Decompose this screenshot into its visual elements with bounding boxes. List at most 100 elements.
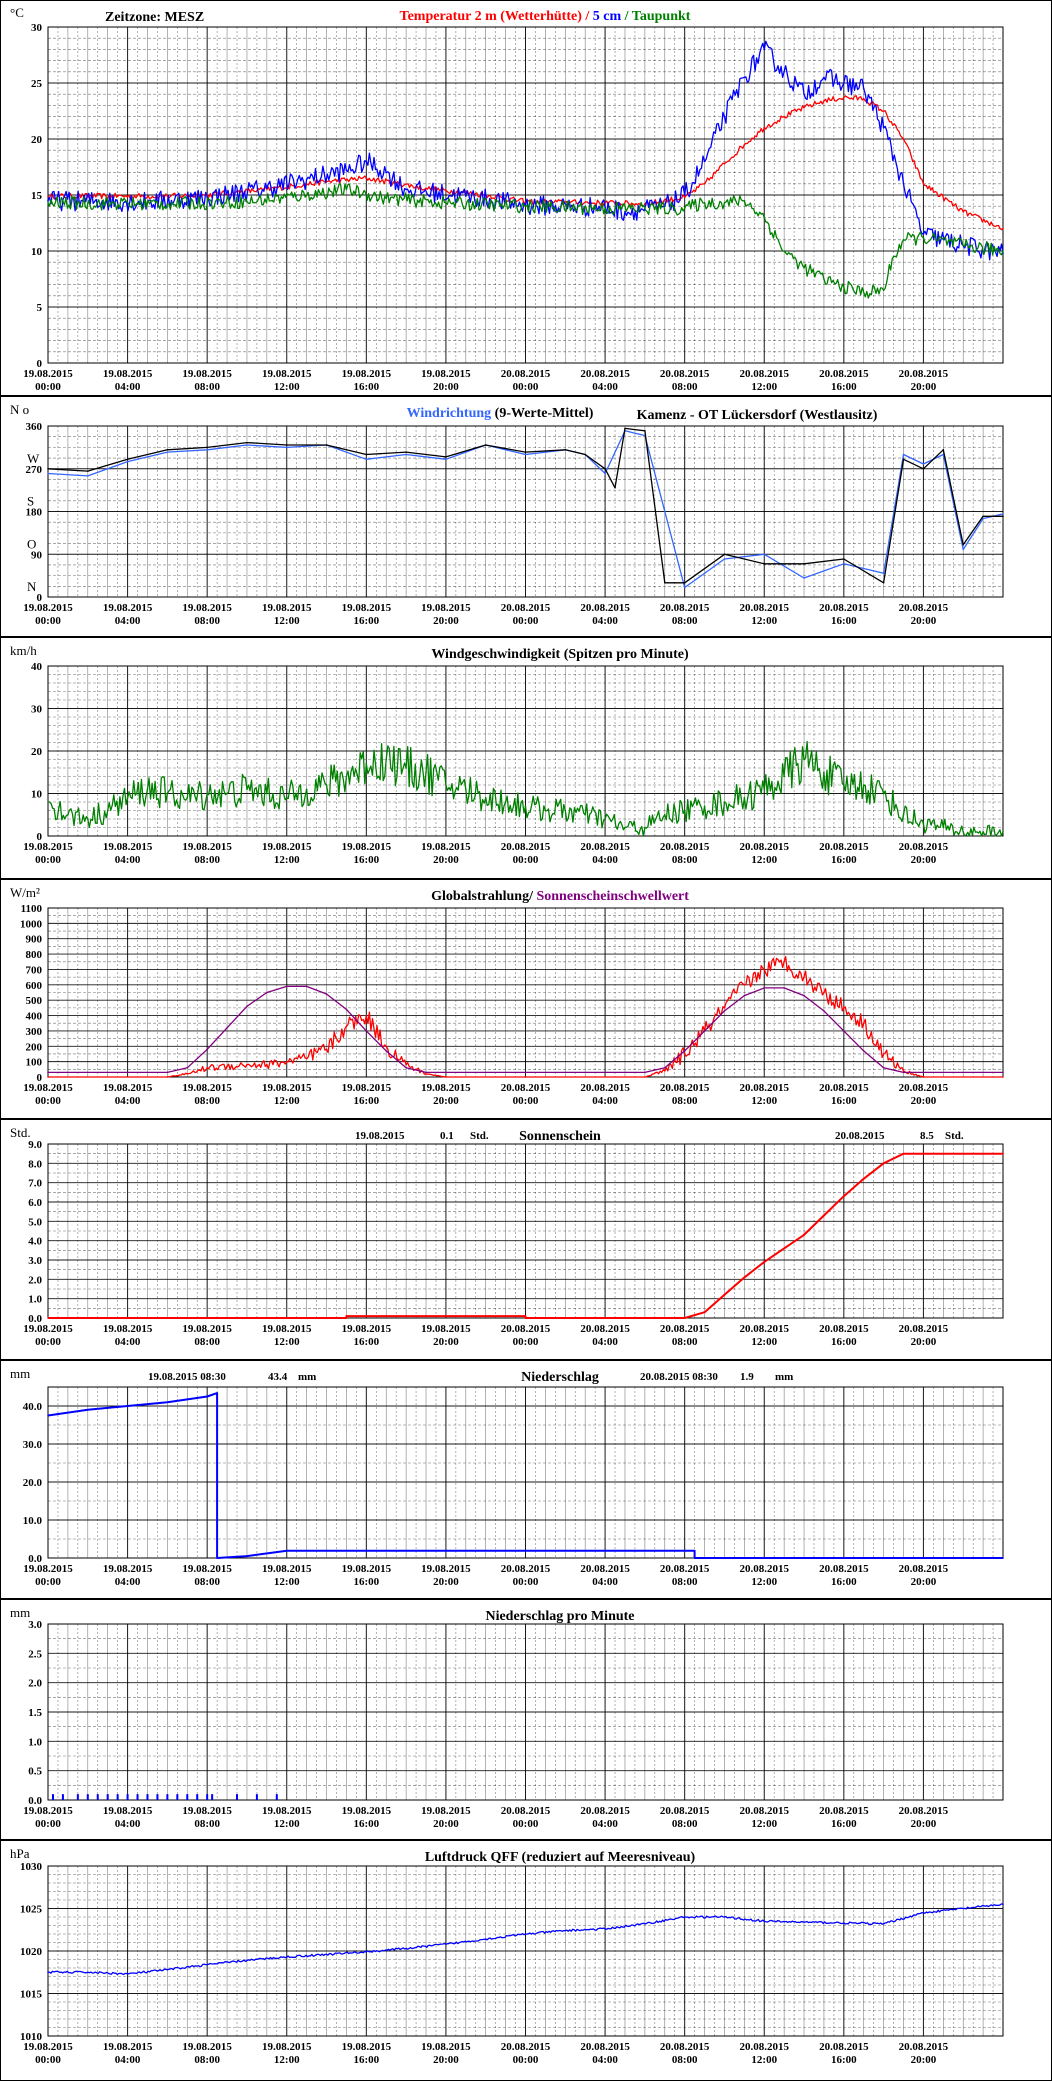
data-point	[962, 543, 965, 546]
data-point	[365, 453, 368, 456]
x-tick-time: 08:00	[194, 1095, 220, 1107]
bar	[255, 1794, 258, 1800]
data-point	[862, 291, 865, 294]
series-line	[48, 985, 1003, 1074]
x-tick-date: 20.08.2015	[899, 368, 949, 380]
data-point	[723, 1294, 726, 1296]
chart-title-part: Niederschlag	[521, 1370, 599, 1385]
data-point	[902, 1070, 905, 1072]
data-point	[504, 801, 507, 803]
series-windgeschwindigkeit	[47, 741, 1004, 837]
y-tick-label: 15	[31, 190, 43, 202]
x-tick-date: 19.08.2015	[103, 841, 153, 853]
x-tick-time: 04:00	[115, 854, 141, 866]
x-tick-time: 12:00	[751, 615, 777, 627]
y-tick-label: 30	[31, 22, 43, 34]
data-point	[922, 233, 925, 235]
x-tick-date: 20.08.2015	[501, 1805, 551, 1817]
data-point	[683, 809, 686, 812]
data-point	[47, 1076, 49, 1078]
data-point	[285, 1549, 288, 1552]
x-tick-date: 20.08.2015	[580, 841, 630, 853]
data-point	[484, 444, 487, 446]
x-tick-date: 20.08.2015	[899, 1082, 949, 1094]
x-tick-time: 08:00	[194, 381, 220, 393]
grid	[48, 1386, 1003, 1559]
data-point	[882, 572, 885, 575]
x-tick-time: 20:00	[433, 2054, 459, 2066]
x-tick-date: 20.08.2015	[580, 1563, 630, 1575]
data-point	[345, 1315, 348, 1317]
data-point	[524, 1317, 527, 1319]
y-tick-label: 30.0	[23, 1439, 43, 1451]
y-tick-label: 0.0	[28, 1313, 42, 1325]
chart-title-part: Globalstrahlung/	[431, 889, 536, 904]
data-point	[86, 818, 89, 820]
chart-title-part: Taupunkt	[632, 9, 691, 24]
data-point	[783, 115, 785, 118]
data-point	[882, 1162, 885, 1165]
data-point	[763, 127, 766, 129]
data-point	[743, 1276, 746, 1279]
data-point	[902, 458, 905, 461]
x-tick-date: 19.08.2015	[23, 368, 73, 380]
y-tick-label: 400	[26, 1011, 43, 1023]
data-point	[683, 1050, 686, 1052]
series-niederschlag	[47, 1392, 1004, 1559]
x-tick-time: 00:00	[513, 1095, 539, 1107]
data-point	[385, 758, 388, 761]
data-point	[365, 1951, 368, 1953]
data-point	[882, 1066, 885, 1069]
x-tick-time: 04:00	[592, 1576, 618, 1588]
data-point	[882, 1923, 885, 1925]
data-point	[365, 160, 368, 163]
data-point	[723, 162, 726, 165]
data-point	[644, 1076, 646, 1078]
y-tick-label: 1030	[20, 1861, 43, 1873]
data-point	[743, 76, 746, 79]
x-tick-time: 08:00	[672, 2054, 698, 2066]
panel-temperature: 051015202530°C19.08.201500:0019.08.20150…	[0, 5, 1052, 397]
bar	[61, 1794, 64, 1800]
x-tick-date: 19.08.2015	[262, 2041, 312, 2053]
data-point	[206, 446, 208, 449]
data-point	[1002, 515, 1004, 518]
x-tick-time: 20:00	[911, 1818, 937, 1830]
y-tick-label: 1000	[20, 918, 43, 930]
x-tick-time: 08:00	[194, 1336, 220, 1348]
data-point	[922, 183, 925, 185]
data-point	[604, 1928, 606, 1930]
x-tick-time: 12:00	[274, 615, 300, 627]
info-left-unit: Std.	[470, 1130, 489, 1142]
x-tick-time: 12:00	[274, 2054, 300, 2066]
data-point	[703, 1030, 706, 1032]
x-tick-time: 08:00	[672, 1095, 698, 1107]
unit-label: Std.	[10, 1125, 31, 1140]
data-point	[922, 463, 925, 465]
x-tick-time: 16:00	[353, 854, 379, 866]
x-tick-time: 08:00	[194, 615, 220, 627]
chart-title-part: 5 cm	[593, 9, 622, 24]
data-point	[683, 581, 686, 584]
x-tick-date: 19.08.2015	[23, 841, 73, 853]
x-tick-time: 16:00	[353, 1818, 379, 1830]
compass-label: W	[27, 451, 40, 466]
data-point	[843, 1007, 845, 1009]
panel-sunshine: 0.01.02.03.04.05.06.07.08.09.0Std.19.08.…	[0, 1125, 1052, 1361]
data-point	[266, 187, 268, 190]
panel-pressure: 10101015102010251030hPa19.08.201500:0019…	[10, 1846, 1004, 2066]
data-point	[425, 1073, 427, 1075]
data-point	[445, 1076, 447, 1078]
y-tick-label: 200	[26, 1041, 43, 1053]
chart-title: Globalstrahlung/ Sonnenscheinschwellwert	[431, 889, 689, 904]
x-tick-time: 04:00	[115, 381, 141, 393]
x-tick-time: 16:00	[831, 1818, 857, 1830]
x-tick-time: 00:00	[35, 1095, 61, 1107]
data-point	[803, 758, 805, 761]
data-point	[803, 1234, 805, 1236]
x-tick-time: 12:00	[751, 1095, 777, 1107]
grid	[48, 1623, 1003, 1801]
data-point	[186, 1066, 189, 1069]
x-tick-time: 00:00	[513, 615, 539, 627]
